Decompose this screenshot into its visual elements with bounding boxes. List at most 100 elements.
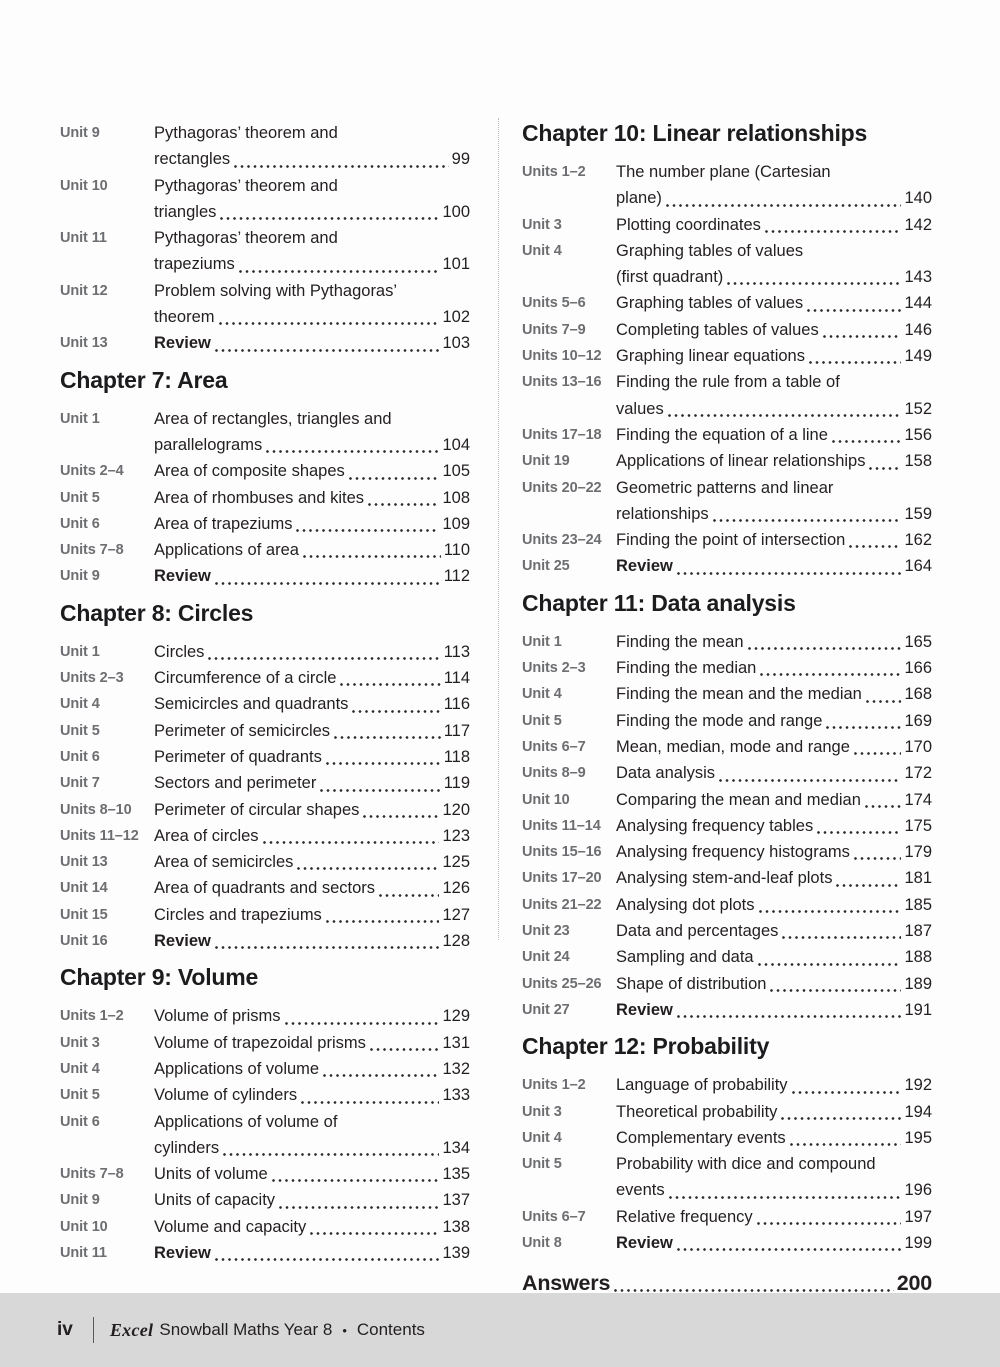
- entry-last-line: Applications of volume 132: [154, 1056, 470, 1082]
- entry-title: Sampling and data: [616, 948, 754, 967]
- entry-last-line: Language of probability 192: [616, 1072, 932, 1098]
- entry-title: Semicircles and quadrants: [154, 695, 349, 714]
- toc-entry: Pythagoras’ theorem and triangles 100: [154, 173, 470, 226]
- toc-entry: Completing tables of values 146: [616, 317, 932, 343]
- toc-row: Units 7–8 Applications of area 110: [60, 537, 470, 563]
- unit-label: Units 2–4: [60, 463, 124, 480]
- toc-row: Units 25–26 Shape of distribution 189: [522, 971, 932, 997]
- entry-title: values: [616, 399, 664, 418]
- toc-row: Unit 15 Circles and trapeziums 127: [60, 902, 470, 928]
- entry-title: Mean, median, mode and range: [616, 737, 850, 756]
- unit-label: Units 17–20: [522, 870, 602, 887]
- unit-label: Unit 6: [60, 748, 100, 765]
- dot-leader: [238, 269, 440, 273]
- entry-title: Analysing stem-and-leaf plots: [616, 869, 833, 888]
- dot-leader: [310, 1231, 440, 1235]
- page-number: 125: [442, 853, 470, 872]
- toc-row: Units 20–22 Geometric patterns and linear…: [522, 475, 932, 528]
- entry-last-line: Analysing stem-and-leaf plots 181: [616, 865, 932, 891]
- page-number: 110: [443, 541, 470, 560]
- toc-row: Unit 13 Area of semicircles 125: [60, 849, 470, 875]
- toc-entry: Perimeter of semicircles 117: [154, 718, 470, 744]
- page-number: 196: [904, 1181, 932, 1200]
- toc-entry: Review 103: [154, 330, 470, 356]
- entry-title: Theoretical probability: [616, 1102, 778, 1121]
- page-number: 175: [904, 816, 932, 835]
- dot-leader: [325, 920, 440, 924]
- entry-last-line: Circles 113: [154, 639, 470, 665]
- dot-leader: [271, 1179, 440, 1183]
- unit-label: Units 13–16: [522, 374, 602, 391]
- page-number: 195: [904, 1128, 932, 1147]
- unit-label: Units 21–22: [522, 896, 602, 913]
- entry-last-line: Review 103: [154, 330, 470, 356]
- toc-entry: Review 139: [154, 1240, 470, 1266]
- entry-title-line: Probability with dice and compound: [616, 1155, 876, 1174]
- unit-label: Unit 4: [522, 1129, 562, 1146]
- footer-book-title: Snowball Maths Year 8: [159, 1320, 333, 1339]
- page-number: 133: [442, 1086, 470, 1105]
- page-number: 142: [904, 215, 932, 234]
- entry-last-line: Perimeter of semicircles 117: [154, 718, 470, 744]
- dot-leader: [869, 466, 902, 470]
- entry-last-line: Theoretical probability 194: [616, 1099, 932, 1125]
- entry-last-line: Plotting coordinates 142: [616, 212, 932, 238]
- entry-title-line: Area of rectangles, triangles and: [154, 409, 392, 428]
- toc-row: Units 8–10 Perimeter of circular shapes 12…: [60, 797, 470, 823]
- dot-leader: [334, 735, 441, 739]
- dot-leader: [757, 962, 902, 966]
- entry-last-line: theorem 102: [154, 304, 470, 330]
- unit-label: Units 7–8: [60, 542, 124, 559]
- chapter-heading: Chapter 10: Linear relationships: [522, 120, 868, 146]
- unit-label: Units 10–12: [522, 348, 602, 365]
- toc-row: Units 6–7 Mean, median, mode and range 170: [522, 734, 932, 760]
- toc-row: Unit 9 Units of capacity 137: [60, 1187, 470, 1213]
- toc-row: Unit 8 Review 199: [522, 1230, 932, 1256]
- entry-title: Completing tables of values: [616, 320, 819, 339]
- unit-label: Units 2–3: [522, 660, 586, 677]
- unit-label: Units 7–9: [522, 321, 586, 338]
- toc-entry: Graphing tables of values 144: [616, 290, 932, 316]
- unit-label: Unit 8: [522, 1234, 562, 1251]
- toc-entry: Area of trapeziums 109: [154, 511, 470, 537]
- entry-title: relationships: [616, 504, 709, 523]
- page-number: 105: [442, 462, 470, 481]
- entry-title: Analysing frequency tables: [616, 816, 814, 835]
- page-number: 170: [904, 737, 932, 756]
- dot-leader: [296, 529, 440, 533]
- dot-leader: [340, 683, 441, 687]
- unit-label: Unit 6: [60, 1113, 100, 1130]
- toc-row: Unit 4 Semicircles and quadrants 116: [60, 691, 470, 717]
- page-number: 103: [442, 334, 470, 353]
- entry-title: Review: [154, 1243, 211, 1262]
- unit-label: Unit 5: [522, 712, 562, 729]
- entry-title: trapeziums: [154, 255, 235, 274]
- toc-row: Unit 27 Review 191: [522, 997, 932, 1023]
- dot-leader: [822, 335, 902, 339]
- unit-label: Units 15–16: [522, 844, 602, 861]
- unit-label: Units 5–6: [522, 295, 586, 312]
- toc-row: Units 13–16 Finding the rule from a table…: [522, 369, 932, 422]
- toc-entry: Applications of linear relationships 158: [616, 448, 932, 474]
- dot-leader: [789, 1143, 902, 1147]
- chapter-heading: Chapter 11: Data analysis: [522, 589, 796, 616]
- dot-leader: [712, 519, 902, 523]
- toc-entry: Area of rhombuses and kites 108: [154, 485, 470, 511]
- answers-label: Answers: [522, 1271, 611, 1296]
- entry-last-line: Review 112: [154, 563, 470, 589]
- unit-label: Unit 16: [60, 933, 108, 950]
- unit-label: Unit 5: [522, 1156, 562, 1173]
- toc-row: Unit 11 Review 139: [60, 1240, 470, 1266]
- entry-last-line: plane) 140: [616, 185, 932, 211]
- chapter-heading: Chapter 12: Probability: [522, 1033, 770, 1060]
- unit-label: Unit 12: [60, 282, 108, 299]
- entry-last-line: Review 164: [616, 553, 932, 579]
- entry-title: triangles: [154, 202, 217, 221]
- toc-row: Units 17–18 Finding the equation of a lin…: [522, 422, 932, 448]
- toc-entry: Circles 113: [154, 639, 470, 665]
- entry-title: (first quadrant): [616, 268, 724, 287]
- dot-leader: [791, 1090, 902, 1094]
- unit-label: Unit 23: [522, 923, 570, 940]
- entry-last-line: Area of trapeziums 109: [154, 511, 470, 537]
